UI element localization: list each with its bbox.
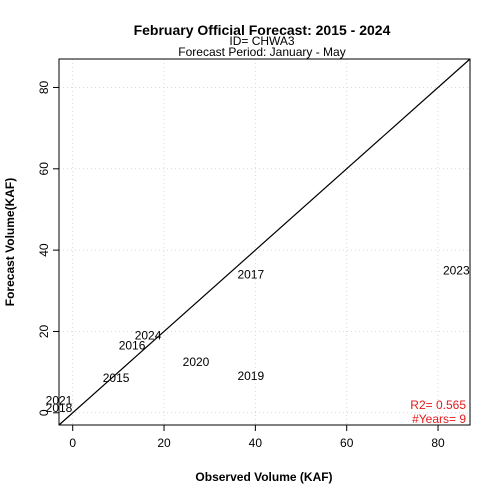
y-axis: 0 20 40 60 80 bbox=[37, 80, 59, 416]
point-label-2020: 2020 bbox=[183, 355, 210, 369]
chart-subtitle-period: Forecast Period: January - May bbox=[178, 45, 345, 59]
r2-stat: R2= 0.565 bbox=[410, 398, 466, 412]
point-label-2017: 2017 bbox=[237, 268, 264, 282]
point-label-2019: 2019 bbox=[237, 369, 264, 383]
point-label-2015: 2015 bbox=[103, 371, 130, 385]
grid bbox=[59, 59, 470, 425]
x-tick-label: 40 bbox=[249, 436, 263, 450]
y-tick-label: 40 bbox=[37, 243, 51, 257]
y-axis-label: Forecast Volume(KAF) bbox=[3, 178, 17, 306]
years-stat: #Years= 9 bbox=[412, 412, 466, 426]
reference-line bbox=[58, 58, 471, 426]
x-tick-label: 0 bbox=[69, 436, 76, 450]
x-axis: 0 20 40 60 80 bbox=[69, 425, 445, 450]
y-tick-label: 0 bbox=[37, 409, 51, 416]
point-label-2023: 2023 bbox=[443, 263, 470, 277]
chart-title: February Official Forecast: 2015 - 2024 bbox=[134, 22, 391, 38]
y-tick-label: 20 bbox=[37, 324, 51, 338]
point-label-2024: 2024 bbox=[135, 329, 162, 343]
y-tick-label: 60 bbox=[37, 162, 51, 176]
x-tick-label: 20 bbox=[157, 436, 171, 450]
chart-subtitle-id: ID= CHWA3 bbox=[229, 34, 295, 48]
x-tick-label: 80 bbox=[431, 436, 445, 450]
point-label-2016: 2016 bbox=[119, 339, 146, 353]
x-tick-label: 60 bbox=[340, 436, 354, 450]
x-axis-label: Observed Volume (KAF) bbox=[195, 470, 332, 484]
plot-frame bbox=[58, 58, 471, 426]
y-tick-label: 80 bbox=[37, 80, 51, 94]
